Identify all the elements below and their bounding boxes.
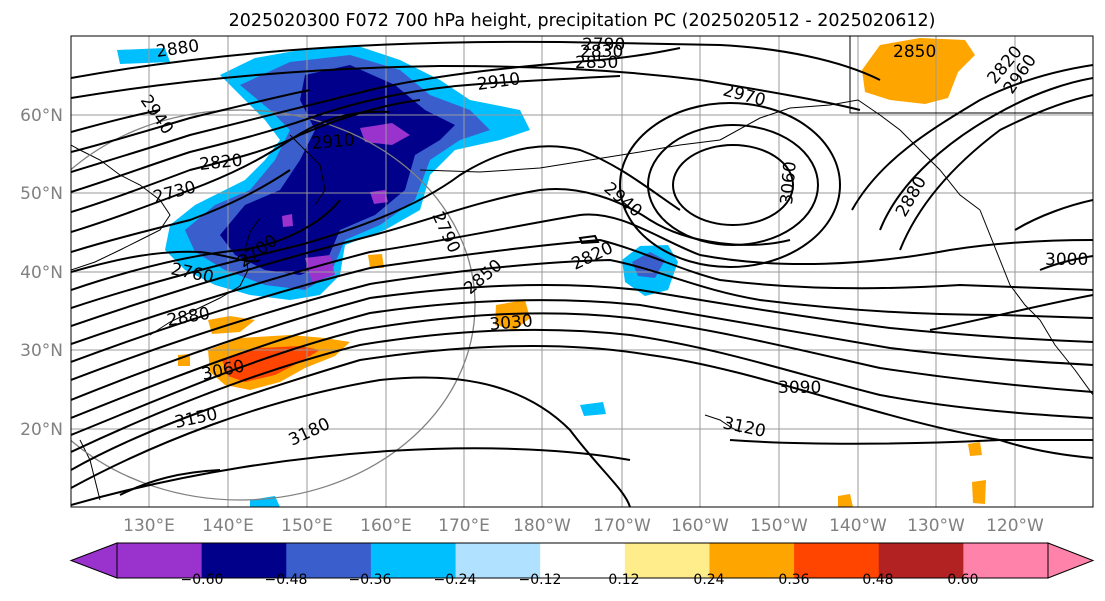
colorbar-tick-label: 0.60 — [947, 572, 978, 588]
precip-shade-alaska — [862, 38, 975, 104]
lat-label: 60°N — [20, 106, 63, 126]
lon-label: 160°W — [671, 516, 729, 536]
great-circle-outline — [71, 109, 476, 501]
longitude-labels: 130°E 140°E 150°E 160°E 170°E 180°W 170°… — [123, 516, 1044, 536]
colorbar-swatch — [201, 543, 287, 578]
precip-shade-pacific-2 — [368, 254, 384, 268]
japan-coast — [149, 217, 261, 336]
lon-label: 170°W — [593, 516, 651, 536]
colorbar-extend-low — [69, 542, 118, 579]
lon-label: 150°W — [750, 516, 808, 536]
lon-label: 140°W — [829, 516, 887, 536]
precip-shade-subtrop-east-2 — [972, 480, 986, 504]
colorbar: −0.60 −0.48 −0.36 −0.24 −0.12 0.12 0.24 … — [69, 542, 1095, 588]
inset-box — [849, 36, 1093, 114]
lon-label: 130°W — [907, 516, 965, 536]
colorbar-swatch — [624, 543, 710, 578]
colorbar-swatch — [963, 543, 1049, 578]
precip-shade-max-1 — [360, 123, 410, 145]
contour-label: 2850 — [893, 42, 936, 62]
lat-label: 30°N — [20, 341, 63, 361]
colorbar-extend-high — [1047, 542, 1095, 579]
colorbar-swatch — [878, 543, 964, 578]
map-title: 2025020300 F072 700 hPa height, precipit… — [229, 11, 936, 31]
lon-label: 150°E — [281, 516, 333, 536]
colorbar-tick-label: 0.48 — [862, 572, 893, 588]
lon-label: 120°W — [986, 516, 1044, 536]
contour-label: 2830 — [580, 42, 623, 62]
aleutian-chain — [419, 139, 721, 173]
asia-coast — [71, 144, 171, 271]
precip-shade-subtrop-east-3 — [838, 494, 853, 507]
map-frame — [70, 35, 1094, 508]
colorbar-swatch — [540, 543, 626, 578]
coastlines — [71, 36, 1093, 501]
colorbar-tick-label: 0.36 — [778, 572, 809, 588]
north-america-coast — [979, 209, 1093, 396]
lon-label: 170°E — [438, 516, 490, 536]
precip-shade-subtrop-east-1 — [968, 442, 982, 456]
colorbar-swatch — [709, 543, 795, 578]
lat-label: 20°N — [20, 420, 63, 440]
precip-shade-subtropics — [580, 402, 606, 416]
contour-label: 3000 — [1045, 250, 1088, 270]
contour-label: 3030 — [489, 311, 534, 335]
colorbar-swatch — [370, 543, 457, 578]
contour-label: 2820 — [198, 151, 243, 175]
contour-label: 2850 — [575, 53, 618, 73]
colorbar-tick-label: −0.36 — [349, 572, 392, 588]
colorbar-tick-label: −0.48 — [265, 572, 308, 588]
lon-label: 180°W — [513, 516, 571, 536]
kamchatka-coast — [289, 134, 326, 206]
philippines-coast — [79, 439, 101, 501]
colorbar-tick-label: 0.12 — [608, 572, 639, 588]
lat-label: 50°N — [20, 184, 63, 204]
colorbar-swatch — [794, 543, 880, 578]
lat-label: 40°N — [20, 263, 63, 283]
colorbar-swatch — [286, 543, 372, 578]
contour-label: 2910 — [311, 130, 356, 154]
contour-label: 3090 — [778, 378, 821, 398]
colorbar-tick-label: −0.24 — [434, 572, 477, 588]
colorbar-swatches — [69, 542, 1095, 579]
precip-shade-north-blob — [117, 48, 170, 64]
map-plot-area: 2880 2940 2820 2730 2760 2880 2910 2700 … — [70, 35, 1094, 508]
height-contours — [71, 40, 1093, 507]
lon-label: 130°E — [123, 516, 175, 536]
negative-precip-shading — [117, 45, 678, 507]
colorbar-tick-labels: −0.60 −0.48 −0.36 −0.24 −0.12 0.12 0.24 … — [181, 572, 979, 588]
colorbar-tick-label: −0.12 — [519, 572, 562, 588]
lon-label: 140°E — [202, 516, 254, 536]
precip-shade-kuroshio-inner — [222, 346, 320, 382]
colorbar-swatch — [455, 543, 541, 578]
colorbar-tick-label: −0.60 — [181, 572, 224, 588]
colorbar-tick-label: 0.24 — [693, 572, 724, 588]
lon-label: 160°E — [360, 516, 412, 536]
precip-shade-max-2 — [305, 255, 335, 282]
hawaii — [704, 414, 741, 433]
latitude-labels: 60°N 50°N 40°N 30°N 20°N — [20, 106, 63, 440]
contour-label: 3060 — [777, 161, 801, 206]
colorbar-swatch — [117, 543, 203, 578]
precip-shade-west-pacific-core — [220, 65, 455, 275]
colorbar-border — [116, 542, 1049, 579]
contour-label: 2790 — [582, 35, 625, 55]
precip-shade-max-4 — [282, 214, 293, 227]
